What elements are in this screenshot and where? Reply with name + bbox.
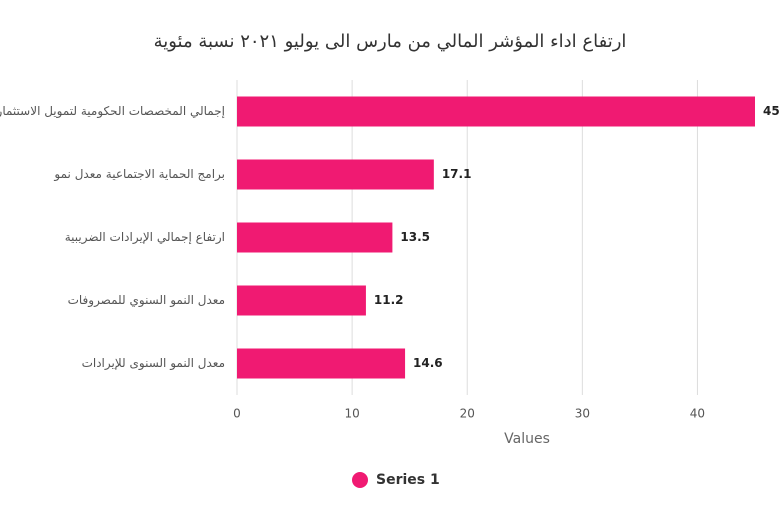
- legend-marker: [352, 472, 368, 488]
- chart-title: ارتفاع اداء المؤشر المالي من مارس الى يو…: [154, 31, 627, 52]
- value-label: 13.5: [400, 230, 430, 244]
- y-tick-label: معدل النمو السنوي للمصروفات: [68, 293, 225, 308]
- x-tick-label: 30: [575, 407, 590, 421]
- x-axis-label: Values: [504, 431, 550, 447]
- bar: [237, 222, 393, 253]
- bar: [237, 348, 406, 379]
- value-label: 17.1: [442, 167, 472, 181]
- y-tick-label: برامج الحماية الاجتماعية معدل نمو: [53, 167, 225, 182]
- bar: [237, 96, 755, 127]
- y-tick-label: ارتفاع إجمالي الإيرادات الضريبية: [65, 230, 225, 245]
- bar: [237, 285, 366, 316]
- legend-label: Series 1: [376, 472, 440, 488]
- y-tick-label: معدل النمو السنوى للإيرادات: [82, 356, 225, 371]
- x-tick-label: 40: [690, 407, 705, 421]
- x-tick-label: 20: [460, 407, 475, 421]
- y-tick-label: إجمالي المخصصات الحكومية لتمويل الاستثما…: [0, 104, 225, 119]
- value-label: 45: [763, 104, 780, 118]
- value-label: 14.6: [413, 356, 443, 370]
- bar: [237, 159, 434, 190]
- x-tick-label: 0: [233, 407, 241, 421]
- value-label: 11.2: [374, 293, 404, 307]
- x-tick-label: 10: [344, 407, 359, 421]
